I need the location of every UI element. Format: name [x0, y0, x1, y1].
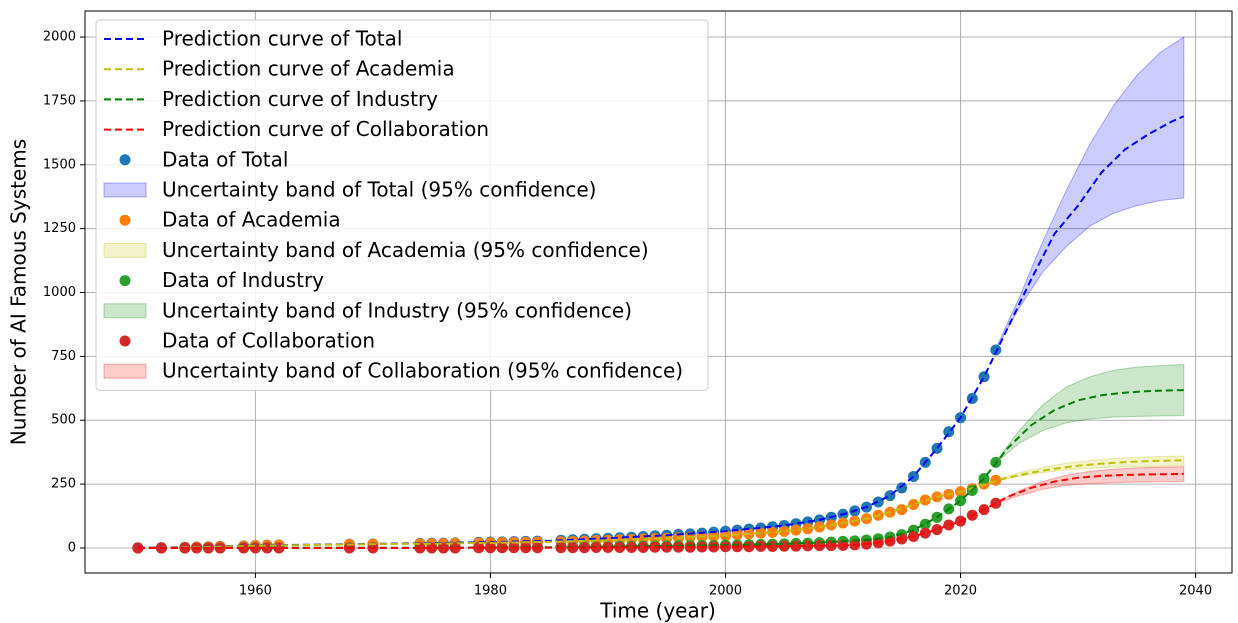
- uncertainty-band: [995, 36, 1185, 352]
- prediction-curve: [137, 389, 1184, 549]
- legend-swatch: [103, 303, 147, 319]
- data-point: [602, 541, 614, 553]
- prediction-curve: [137, 472, 1184, 549]
- x-tick-label: 2040: [1179, 584, 1212, 599]
- legend-swatch: [103, 363, 147, 379]
- data-point: [437, 542, 449, 554]
- data-point: [978, 371, 990, 383]
- legend-label: Data of Collaboration: [162, 329, 375, 353]
- y-tick-label: 2000: [43, 30, 76, 45]
- legend-label: Prediction curve of Total: [162, 27, 402, 51]
- data-point: [766, 526, 778, 538]
- data-point: [414, 542, 426, 554]
- x-tick-label: 2000: [709, 584, 742, 599]
- legend-label: Uncertainty band of Total (95% confidenc…: [162, 178, 596, 202]
- uncertainty-band: [995, 466, 1185, 505]
- legend-label: Uncertainty band of Industry (95% confid…: [162, 298, 632, 322]
- y-axis-label: Number of AI Famous Systems: [7, 139, 31, 445]
- data-point: [449, 542, 461, 554]
- legend-label: Data of Total: [162, 147, 288, 171]
- y-tick-label: 1750: [43, 93, 76, 108]
- prediction-curve: [137, 459, 1184, 549]
- legend-swatch: [103, 242, 147, 258]
- data-point: [908, 499, 920, 511]
- y-tick-label: 1000: [43, 285, 76, 300]
- legend-swatch: [119, 214, 131, 226]
- legend-label: Data of Academia: [162, 208, 341, 232]
- data-point: [919, 527, 931, 539]
- prediction-curve: [137, 115, 1185, 549]
- data-point: [990, 344, 1002, 356]
- legend-label: Prediction curve of Collaboration: [162, 117, 489, 141]
- data-point: [614, 541, 626, 553]
- legend-swatch: [119, 275, 131, 287]
- x-tick-label: 1980: [474, 584, 507, 599]
- legend-label: Prediction curve of Academia: [162, 57, 455, 81]
- legend-label: Uncertainty band of Collaboration (95% c…: [162, 359, 683, 383]
- data-point: [755, 527, 767, 539]
- legend-label: Data of Industry: [162, 268, 324, 292]
- y-tick-label: 1250: [43, 221, 76, 236]
- x-tick-label: 1960: [239, 584, 272, 599]
- x-tick-label: 2020: [944, 584, 977, 599]
- legend-swatch: [119, 154, 131, 166]
- data-point: [802, 523, 814, 535]
- data-point: [931, 524, 943, 536]
- legend-swatch: [103, 182, 147, 198]
- legend-label: Prediction curve of Industry: [162, 87, 438, 111]
- y-tick-label: 1500: [43, 157, 76, 172]
- data-point: [872, 496, 884, 508]
- data-point: [896, 504, 908, 516]
- y-tick-label: 500: [51, 413, 76, 428]
- data-point: [625, 541, 637, 553]
- y-tick-label: 0: [68, 540, 76, 555]
- data-point: [637, 541, 649, 553]
- legend-label: Uncertainty band of Academia (95% confid…: [162, 238, 649, 262]
- data-point: [919, 494, 931, 506]
- x-axis-label: Time (year): [599, 599, 716, 623]
- legend-swatch: [119, 335, 131, 347]
- data-point: [426, 542, 438, 554]
- data-point: [896, 482, 908, 494]
- data-point: [473, 542, 485, 554]
- data-point: [790, 524, 802, 536]
- uncertainty-band: [995, 364, 1185, 464]
- plot-area: [132, 36, 1185, 554]
- plot-frame: [84, 10, 1233, 574]
- data-point: [990, 497, 1002, 509]
- data-point: [943, 519, 955, 531]
- data-point: [778, 525, 790, 537]
- data-point: [590, 541, 602, 553]
- legend-box: [95, 19, 709, 391]
- y-tick-label: 250: [51, 477, 76, 492]
- y-tick-label: 750: [51, 349, 76, 364]
